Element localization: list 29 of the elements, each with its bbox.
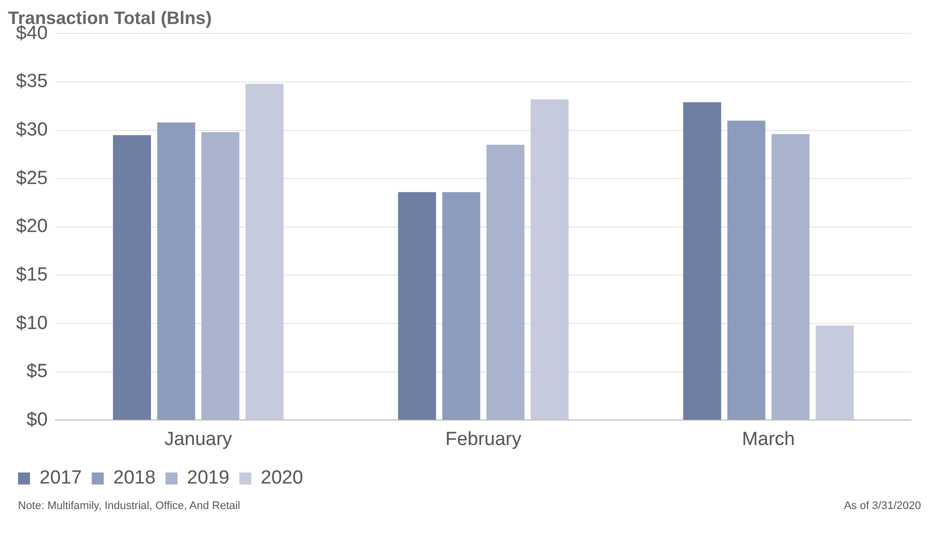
y-tick-label: $30 (16, 119, 48, 140)
legend-label: 2018 (113, 468, 156, 489)
x-tick-label: February (445, 428, 522, 450)
y-tick-label: $10 (16, 312, 48, 334)
bar (246, 84, 284, 420)
y-tick-label: $20 (16, 216, 48, 238)
bar (398, 192, 436, 420)
text: Note: Multifamily, Industrial, Office, And Retail (18, 500, 240, 512)
legend-label: 2017 (40, 468, 82, 489)
y-tick-label: $25 (16, 168, 48, 189)
bar (530, 99, 569, 420)
bar (112, 135, 151, 420)
bar (201, 132, 240, 420)
bar (772, 134, 810, 420)
y-tick-label: $15 (16, 264, 48, 286)
y-tick-label: $35 (16, 71, 48, 92)
bar (727, 120, 766, 420)
bar (486, 144, 524, 420)
bar (816, 325, 854, 420)
legend-label: 2020 (260, 468, 304, 489)
x-tick-label: January (164, 428, 233, 450)
text: As of 3/31/2020 (844, 500, 921, 512)
bar (683, 102, 722, 420)
legend-label: 2019 (187, 468, 230, 489)
y-tick-label: $5 (26, 361, 48, 382)
y-tick-label: $0 (26, 409, 48, 430)
bar (157, 122, 196, 420)
x-tick-label: March (742, 428, 795, 450)
bar (442, 192, 480, 420)
